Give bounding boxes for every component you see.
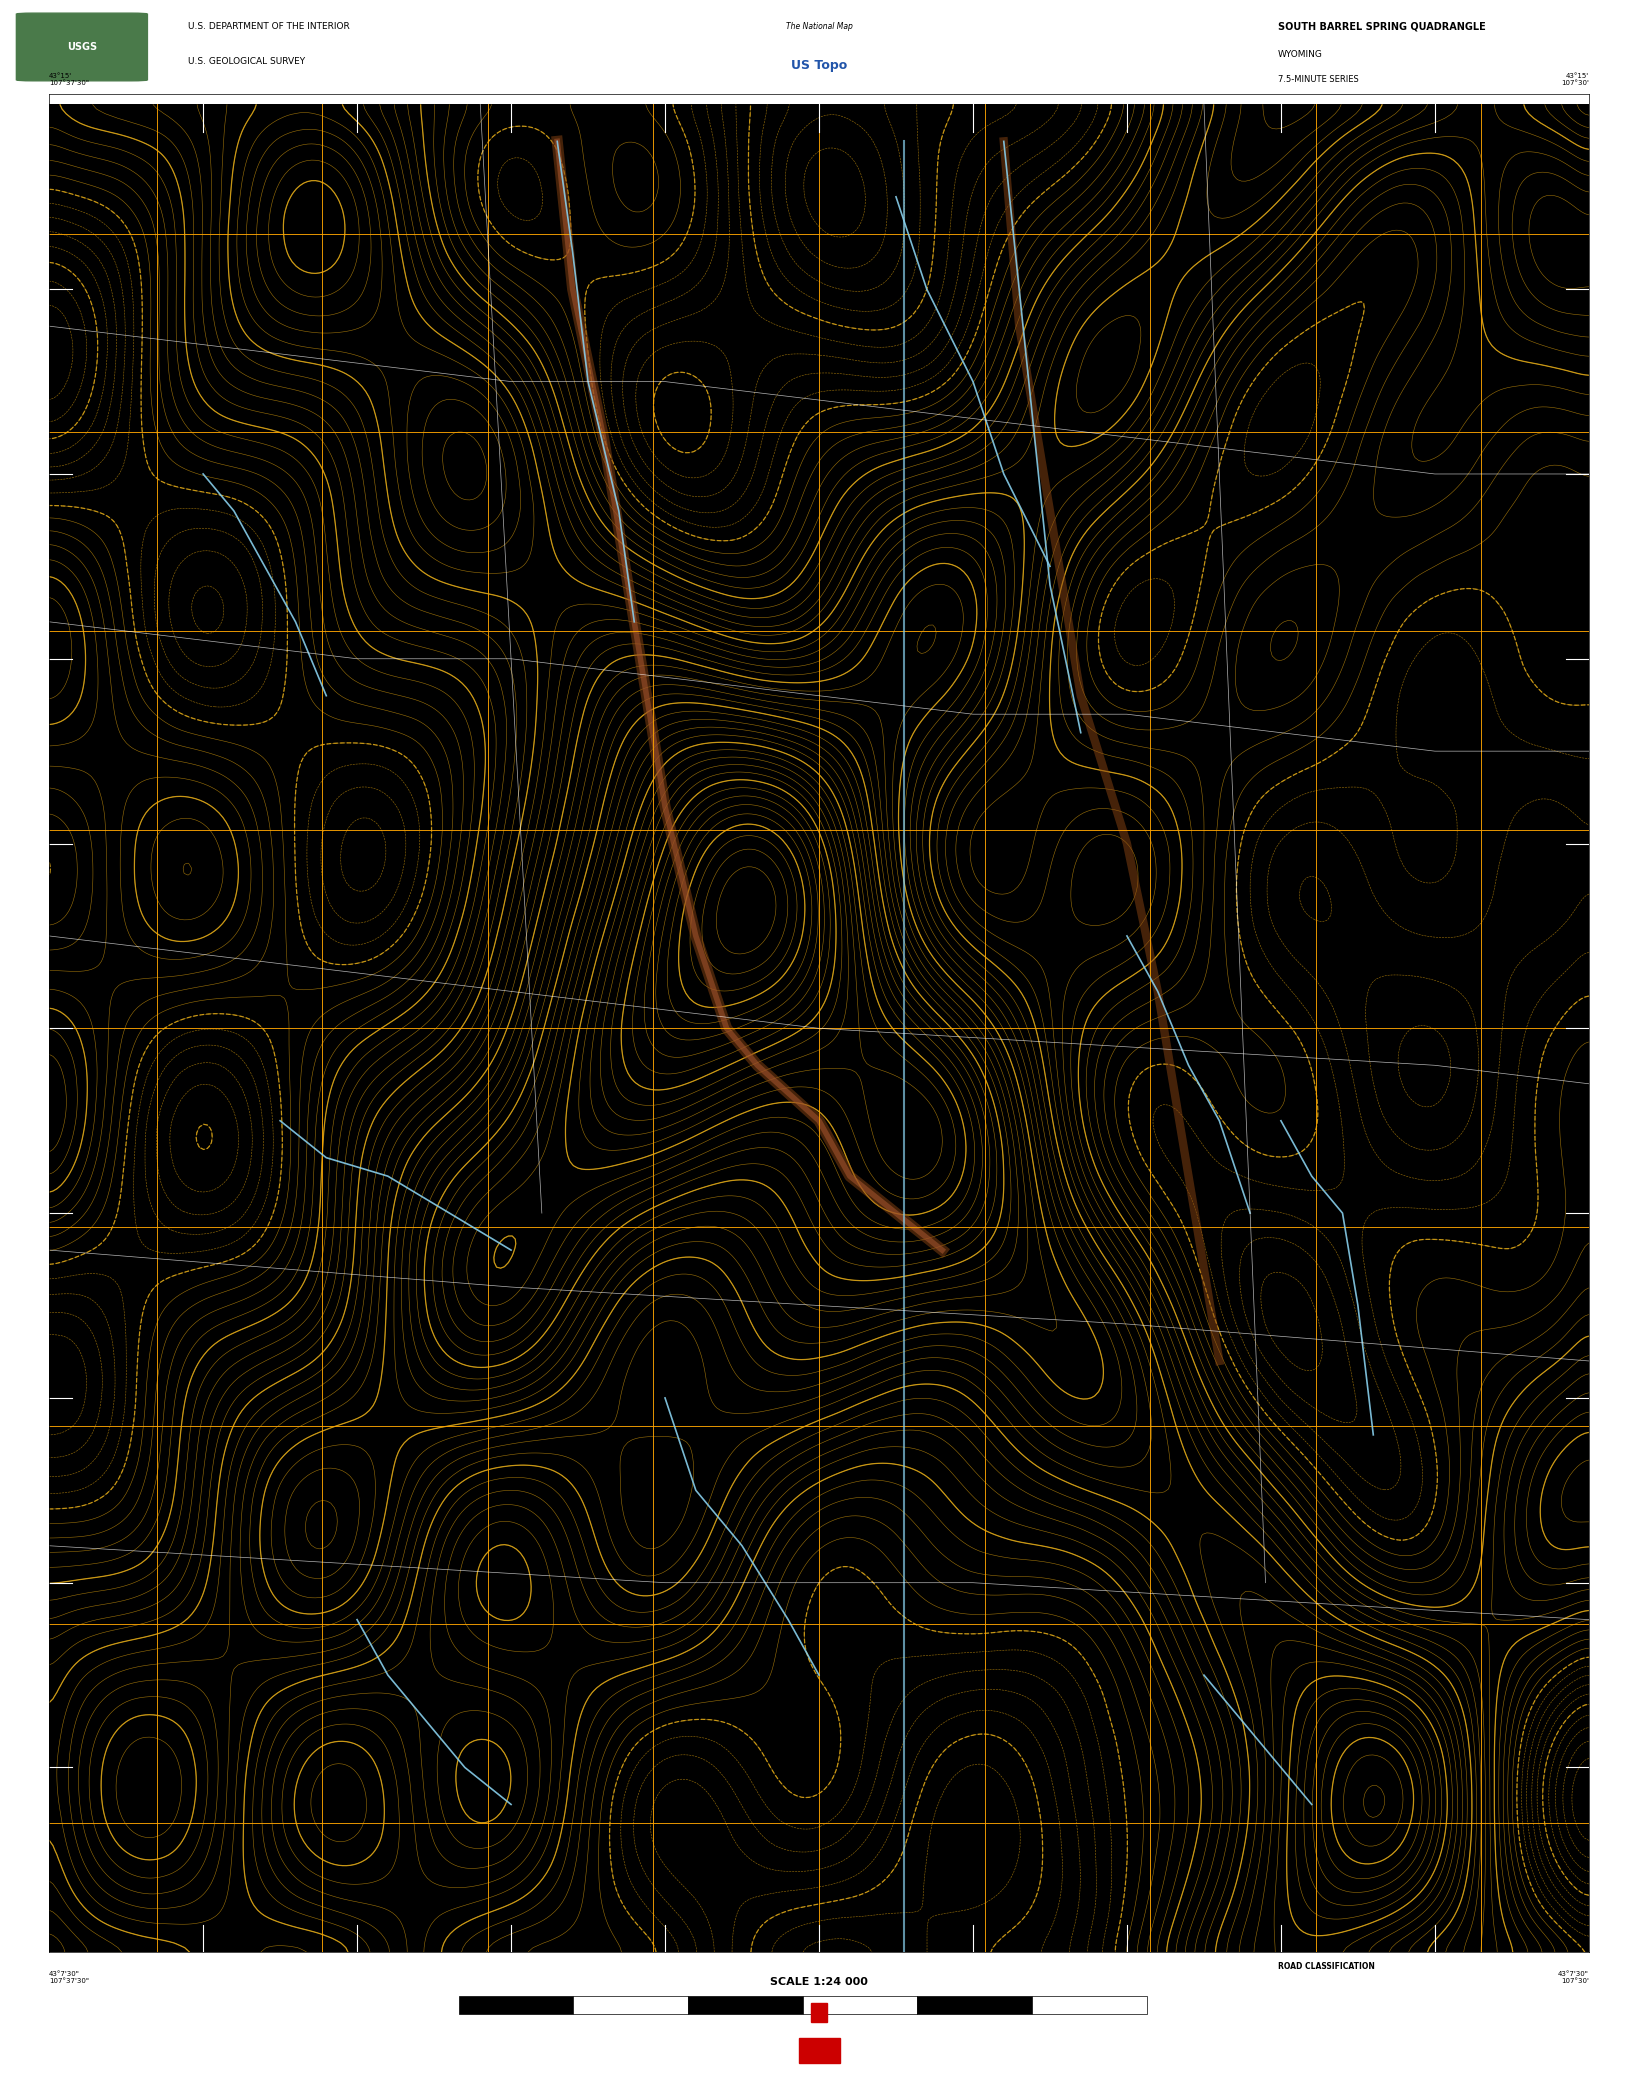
Text: SCALE 1:24 000: SCALE 1:24 000 [770, 1977, 868, 1986]
Text: 43°7'30"
107°37'30": 43°7'30" 107°37'30" [49, 1971, 88, 1984]
Text: U.S. GEOLOGICAL SURVEY: U.S. GEOLOGICAL SURVEY [188, 56, 306, 65]
Text: WYOMING: WYOMING [1278, 50, 1322, 58]
Bar [688, 1996, 803, 2015]
Text: SOUTH BARREL SPRING QUADRANGLE: SOUTH BARREL SPRING QUADRANGLE [1278, 21, 1486, 31]
Bar [1032, 1996, 1147, 2015]
Bar [803, 1996, 917, 2015]
Text: USGS: USGS [67, 42, 97, 52]
Text: 43°15'
107°37'30": 43°15' 107°37'30" [49, 73, 88, 86]
Bar [917, 1996, 1032, 2015]
Text: 43°15'
107°30': 43°15' 107°30' [1561, 73, 1589, 86]
Bar [459, 1996, 573, 2015]
Bar [799, 2038, 840, 2063]
Bar [573, 1996, 688, 2015]
Text: 43°7'30"
107°30': 43°7'30" 107°30' [1558, 1971, 1589, 1984]
Text: US Topo: US Topo [791, 58, 847, 73]
Text: U.S. DEPARTMENT OF THE INTERIOR: U.S. DEPARTMENT OF THE INTERIOR [188, 21, 351, 31]
Text: The National Map: The National Map [786, 21, 852, 31]
Text: ROAD CLASSIFICATION: ROAD CLASSIFICATION [1278, 1963, 1374, 1971]
Bar [811, 2004, 827, 2021]
Text: 7.5-MINUTE SERIES: 7.5-MINUTE SERIES [1278, 75, 1358, 84]
FancyBboxPatch shape [16, 13, 147, 81]
